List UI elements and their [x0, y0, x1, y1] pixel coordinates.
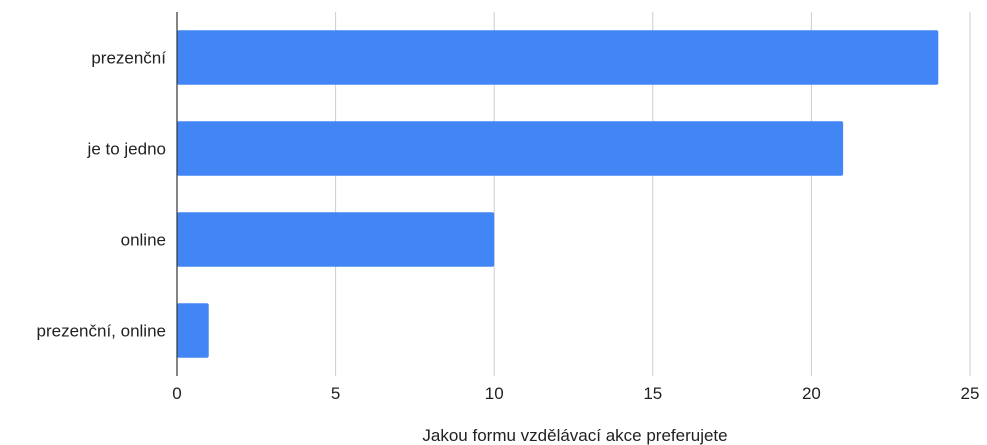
- x-axis-title: Jakou formu vzdělávací akce preferujete: [422, 426, 727, 445]
- x-tick-label: 10: [485, 384, 504, 403]
- x-tick-label: 20: [802, 384, 821, 403]
- x-tick-labels: 0 5 10 15 20 25: [172, 384, 979, 403]
- x-tick-label: 15: [643, 384, 662, 403]
- category-label: online: [121, 231, 166, 250]
- x-tick-label: 25: [961, 384, 980, 403]
- bar[interactable]: [177, 121, 844, 176]
- category-label: je to jedno: [87, 140, 166, 159]
- category-label: prezenční, online: [37, 322, 166, 341]
- bars: [177, 30, 939, 358]
- bar[interactable]: [177, 212, 495, 267]
- category-label: prezenční: [91, 49, 166, 68]
- bar[interactable]: [177, 30, 939, 85]
- bar[interactable]: [177, 303, 209, 358]
- x-tick-label: 5: [331, 384, 340, 403]
- category-labels: prezenční je to jedno online prezenční, onl…: [37, 49, 167, 341]
- x-tick-label: 0: [172, 384, 181, 403]
